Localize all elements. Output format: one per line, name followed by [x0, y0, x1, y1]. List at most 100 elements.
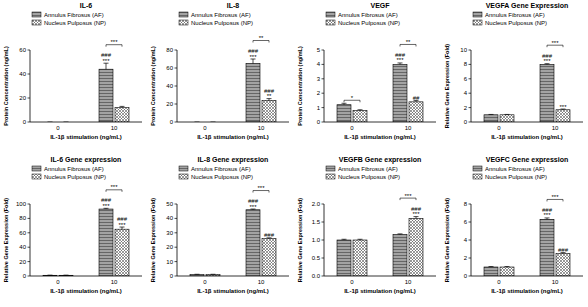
y-tick-label: 40	[166, 215, 173, 221]
y-tick-label: 6	[464, 76, 468, 82]
significance: ***	[102, 58, 110, 64]
bar	[99, 69, 113, 122]
bracket-label: ***	[110, 184, 118, 190]
y-axis-label: Relative Gene Expression (Fold)	[444, 44, 450, 129]
y-tick-label: 60	[19, 230, 26, 236]
bar	[484, 115, 498, 122]
bar	[393, 235, 407, 276]
panel: VEGFB Gene expressionAnnulus Fibrosus (A…	[297, 156, 436, 294]
title: IL-6 Gene expression	[51, 156, 122, 164]
significance: ###	[117, 216, 128, 222]
y-tick-label: 10	[460, 47, 467, 53]
bar	[500, 267, 514, 276]
bar	[99, 209, 113, 276]
y-tick-label: 4	[317, 61, 321, 67]
data-group	[195, 59, 277, 122]
x-axis-label: IL-1β stimulation (ng/mL)	[344, 288, 416, 294]
x-tick-label: 10	[258, 125, 265, 131]
legend-swatch	[473, 20, 482, 25]
legend-swatch	[473, 12, 482, 17]
y-tick-label: 1.0	[312, 237, 321, 243]
x-tick-label: 10	[111, 125, 118, 131]
error-bar	[342, 103, 347, 104]
x-tick-label: 0	[350, 125, 354, 131]
data-group	[337, 217, 423, 276]
bar	[337, 105, 351, 122]
panel: VEGFAnnulus Fibrosus (AF)Nucleus Pulposu…	[297, 2, 436, 140]
error-bar	[251, 59, 256, 64]
y-axis-label: Protein Concentration (ng/mL)	[150, 46, 156, 126]
y-tick-label: 0	[170, 119, 174, 125]
y-tick-label: 3	[317, 76, 321, 82]
y-tick-label: 0.5	[312, 255, 321, 261]
bracket-label: **	[259, 35, 264, 41]
y-tick-label: 0	[170, 273, 174, 279]
y-tick-label: 1.5	[312, 219, 321, 225]
y-axis	[471, 204, 472, 276]
title: IL-6	[80, 2, 93, 9]
bracket-label: ***	[110, 39, 118, 45]
x-axis-label: IL-1β stimulation (ng/mL)	[197, 134, 269, 140]
significance: ###	[101, 52, 112, 58]
legend-label: Annulus Fibrosus (AF)	[191, 12, 251, 18]
x-axis	[30, 122, 142, 123]
x-axis	[324, 122, 436, 123]
x-axis	[177, 122, 289, 123]
y-tick-label: 5	[317, 47, 321, 53]
legend-label: Annulus Fibrosus (AF)	[338, 12, 398, 18]
y-tick-label: 80	[166, 47, 173, 53]
legend-label: Annulus Fibrosus (AF)	[338, 166, 398, 172]
x-axis-label: IL-1β stimulation (ng/mL)	[50, 134, 122, 140]
y-tick-label: 8	[464, 201, 468, 207]
x-axis-label: IL-1β stimulation (ng/mL)	[344, 134, 416, 140]
error-bar	[505, 114, 510, 115]
y-tick-label: 40	[166, 83, 173, 89]
legend-swatch	[32, 166, 41, 171]
x-tick-label: 0	[497, 125, 501, 131]
significance: ###	[395, 52, 406, 58]
x-tick-label: 0	[203, 279, 207, 285]
title: VEGFA Gene Expression	[486, 2, 569, 10]
y-tick-label: 0.0	[312, 273, 321, 279]
legend-swatch	[32, 174, 41, 179]
data-group	[190, 209, 276, 276]
bar	[393, 64, 407, 122]
bracket-label: ***	[551, 194, 559, 200]
x-tick-label: 10	[405, 125, 412, 131]
x-tick-label: 0	[56, 279, 60, 285]
y-tick-label: 2.0	[312, 201, 321, 207]
y-tick-label: 20	[166, 244, 173, 250]
data-group	[484, 64, 570, 122]
legend-swatch	[326, 174, 335, 179]
error-bar	[505, 266, 510, 267]
significance: ***	[102, 203, 110, 209]
legend-swatch	[326, 166, 335, 171]
title: VEGFC Gene expression	[486, 156, 568, 164]
significance: ###	[264, 232, 275, 238]
bar	[337, 240, 351, 276]
title: IL-8	[227, 2, 240, 9]
legend-swatch	[326, 12, 335, 17]
y-tick-label: 60	[166, 65, 173, 71]
y-tick-label: 20	[166, 101, 173, 107]
y-tick-label: 4	[464, 237, 468, 243]
legend-label: Nucleus Pulposus (NP)	[485, 20, 547, 26]
y-axis-label: Protein Concentration (ng/mL)	[3, 46, 9, 126]
x-tick-label: 10	[405, 279, 412, 285]
x-tick-label: 0	[56, 125, 60, 131]
error-bar	[358, 239, 363, 241]
y-tick-label: 30	[166, 230, 173, 236]
bar	[115, 108, 129, 122]
data-group	[43, 208, 129, 276]
legend-swatch	[179, 12, 188, 17]
y-tick-label: 2	[317, 90, 321, 96]
significance: ###	[542, 207, 553, 213]
significance: ###	[411, 206, 422, 212]
bar	[556, 110, 570, 122]
bar	[540, 219, 554, 276]
data-group	[484, 218, 570, 276]
legend-label: Annulus Fibrosus (AF)	[191, 166, 251, 172]
y-tick-label: 60	[19, 47, 26, 53]
y-tick-label: 0	[23, 273, 27, 279]
y-tick-label: 0	[317, 119, 321, 125]
